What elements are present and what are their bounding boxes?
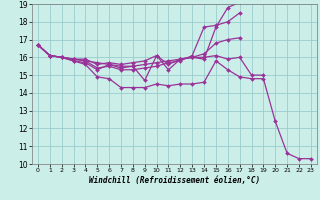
X-axis label: Windchill (Refroidissement éolien,°C): Windchill (Refroidissement éolien,°C) bbox=[89, 176, 260, 185]
